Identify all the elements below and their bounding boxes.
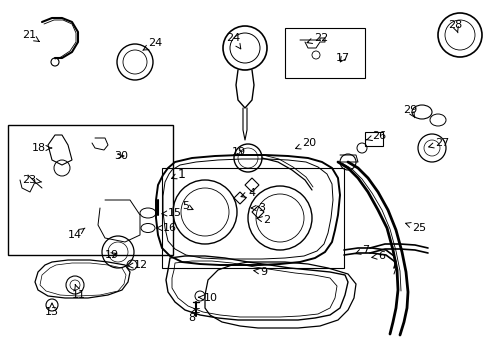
Text: 23: 23 <box>22 175 42 185</box>
Bar <box>365 132 383 146</box>
Text: 5: 5 <box>182 201 193 211</box>
Text: 2: 2 <box>257 215 270 225</box>
Text: 26: 26 <box>367 131 386 141</box>
Text: 18: 18 <box>32 143 52 153</box>
Text: 24: 24 <box>143 38 162 50</box>
Bar <box>8 125 173 255</box>
Text: 16: 16 <box>157 223 177 233</box>
Text: 21: 21 <box>22 30 39 41</box>
Text: 27: 27 <box>429 138 449 148</box>
Bar <box>162 168 344 268</box>
Text: 28: 28 <box>448 20 462 33</box>
Text: 15: 15 <box>162 208 182 218</box>
Text: 17: 17 <box>336 53 350 63</box>
Text: 12: 12 <box>128 260 148 270</box>
Text: 19: 19 <box>105 250 119 260</box>
Text: 11: 11 <box>72 284 86 300</box>
Text: 30: 30 <box>114 151 128 161</box>
Text: 6: 6 <box>372 251 385 261</box>
Text: 25: 25 <box>406 222 426 233</box>
Text: 22: 22 <box>307 33 328 44</box>
Text: 24: 24 <box>226 33 241 49</box>
Text: 4: 4 <box>241 188 255 198</box>
Text: 14: 14 <box>68 228 85 240</box>
Text: 19: 19 <box>232 147 246 157</box>
Text: 20: 20 <box>295 138 316 149</box>
Text: 8: 8 <box>188 309 196 323</box>
Text: 1: 1 <box>172 167 186 180</box>
Text: 29: 29 <box>403 105 417 118</box>
Text: 9: 9 <box>254 267 267 277</box>
Bar <box>285 28 365 78</box>
Text: 13: 13 <box>45 303 59 317</box>
Text: 3: 3 <box>251 203 265 213</box>
Text: 7: 7 <box>356 245 369 255</box>
Text: 10: 10 <box>198 293 218 303</box>
